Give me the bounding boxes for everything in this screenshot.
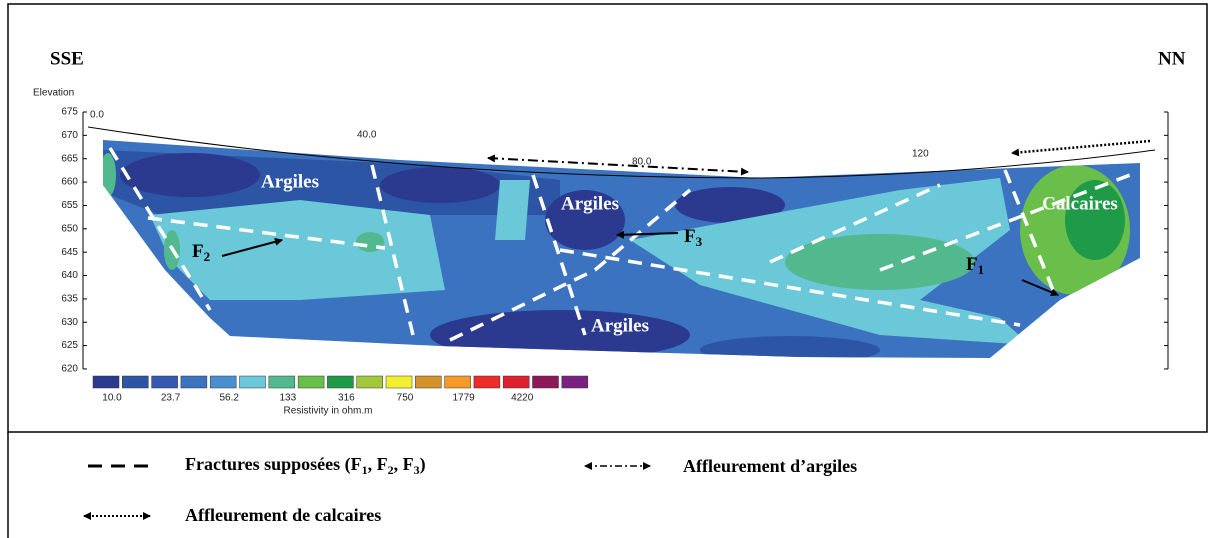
- fill: [430, 310, 690, 358]
- legend-text-part: Affleurement de calcaires: [185, 505, 381, 525]
- fill: [495, 180, 530, 240]
- colorbar-swatch: [415, 375, 442, 389]
- colorbar-swatch: [268, 375, 296, 389]
- y-tick-label: 660: [61, 177, 78, 188]
- section-label: Argiles: [591, 315, 649, 336]
- fracture-line: [769, 183, 941, 264]
- colorbar-swatch: [532, 375, 559, 389]
- legend-text: Fractures supposées (F1, F2, F3): [185, 454, 426, 477]
- y-tick-label: 675: [61, 107, 78, 118]
- legend-text-part: , F: [394, 454, 414, 474]
- section-label: Calcaires: [1042, 193, 1118, 214]
- right-direction: NN: [1158, 48, 1186, 69]
- fracture-line: [449, 188, 692, 342]
- colorbar-swatch: [473, 375, 501, 389]
- fill: [545, 190, 625, 250]
- x-tick-label: 120: [912, 149, 929, 160]
- fracture-label: F3: [684, 226, 703, 249]
- clay-outcrop-arrow: [487, 154, 749, 176]
- fracture-line: [559, 248, 1021, 327]
- y-tick-label: 630: [61, 317, 78, 328]
- fracture-index: 2: [204, 249, 211, 264]
- colorbar-label: 316: [338, 393, 355, 404]
- fill: [700, 336, 880, 358]
- legend-text-part: Fractures supposées (F: [185, 454, 362, 475]
- left-direction: SSE: [50, 48, 84, 69]
- colorbar-swatch: [444, 375, 471, 389]
- colorbar-swatch: [561, 375, 589, 389]
- section-label: Argiles: [261, 171, 319, 192]
- colorbar-label: 56.2: [219, 393, 239, 404]
- topography: [87, 126, 1156, 179]
- section-label: Argiles: [561, 193, 619, 214]
- y-tick-label: 620: [61, 364, 78, 375]
- colorbar-swatch: [297, 375, 325, 389]
- y-tick-label: 650: [61, 223, 78, 234]
- legend-text-part: , F: [368, 454, 388, 474]
- colorbar-swatch: [92, 375, 120, 389]
- colorbar-swatch: [385, 375, 413, 389]
- fracture-letter: F: [192, 241, 204, 262]
- fill: [120, 153, 260, 197]
- colorbar-label: 4220: [511, 393, 534, 404]
- legend-subscript: 2: [388, 463, 394, 477]
- fill: [675, 187, 785, 223]
- y-tick-label: 655: [61, 200, 78, 211]
- y-tick-label: 640: [61, 270, 78, 281]
- fill: [150, 200, 445, 300]
- colorbar-label: 1779: [452, 393, 475, 404]
- x-tick-label: 40.0: [357, 130, 377, 141]
- legend-text-part: Affleurement d’argiles: [683, 456, 857, 476]
- fracture-line: [147, 216, 386, 250]
- fracture-line: [108, 147, 212, 311]
- f3-arrow: [616, 230, 679, 239]
- y-tick-label: 625: [61, 340, 78, 351]
- y-axis-title: Elevation: [33, 88, 74, 99]
- colorbar-swatch: [122, 375, 149, 389]
- y-tick-label: 645: [61, 247, 78, 258]
- colorbar-title: Resistivity in ohm.m: [284, 406, 373, 417]
- colorbar-swatch: [327, 375, 354, 389]
- x-tick-label: 80.0: [632, 157, 652, 168]
- y-tick-label: 635: [61, 294, 78, 305]
- fracture-letter: F: [684, 226, 696, 247]
- limestone-outcrop-arrow: [1011, 139, 1151, 157]
- colorbar-label: 133: [279, 393, 296, 404]
- legend-subscript: 3: [414, 463, 420, 477]
- fill: [1065, 180, 1125, 260]
- colorbar-swatch: [356, 375, 383, 389]
- legend-text-part: ): [420, 454, 426, 475]
- frame: [7, 3, 1208, 433]
- colorbar-label: 750: [397, 393, 414, 404]
- fracture-label: F1: [966, 254, 984, 277]
- fracture-line: [531, 174, 587, 336]
- legend-text: Affleurement d’argiles: [683, 456, 857, 476]
- colorbar-swatch: [180, 375, 208, 389]
- f2-arrow: [221, 237, 283, 257]
- y-tick-label: 670: [61, 130, 78, 141]
- legend-subscript: 1: [362, 463, 368, 477]
- f1-arrow: [1021, 279, 1059, 296]
- colorbar-swatch: [502, 375, 530, 389]
- fracture-letter: F: [966, 254, 978, 275]
- fracture-index: 1: [978, 262, 985, 277]
- colorbar-swatch: [209, 375, 237, 389]
- fracture-index: 3: [696, 234, 703, 249]
- fill: [103, 153, 116, 197]
- colorbar-label: 23.7: [161, 393, 181, 404]
- fractures: [108, 147, 1139, 342]
- colorbar-swatch: [151, 375, 178, 389]
- fracture-label: F2: [192, 241, 210, 264]
- fracture-line: [370, 164, 415, 336]
- legend-text: Affleurement de calcaires: [185, 505, 381, 525]
- fill: [380, 167, 500, 203]
- x-tick-label: 0.0: [90, 110, 104, 121]
- resistivity-section: [103, 140, 1140, 358]
- fill: [785, 234, 975, 290]
- colorbar-swatch: [239, 375, 266, 389]
- colorbar-label: 10.0: [102, 393, 122, 404]
- y-tick-label: 665: [61, 153, 78, 164]
